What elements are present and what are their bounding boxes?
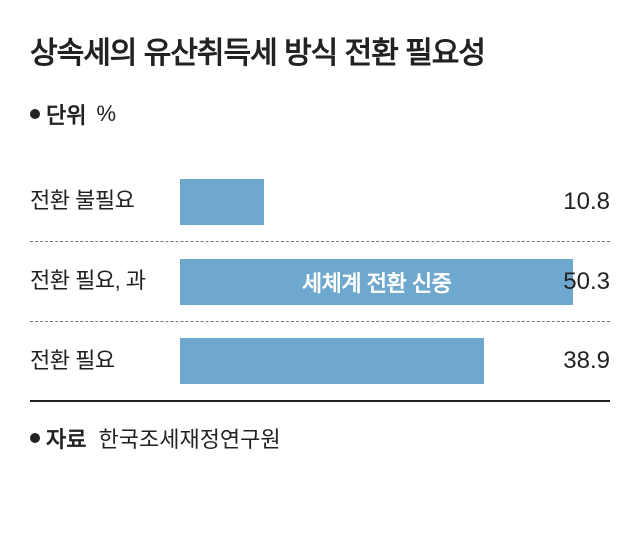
bar: 세체계 전환 신중	[180, 259, 573, 305]
row-value: 50.3	[563, 268, 610, 296]
chart-row: 전환 필요, 과 세체계 전환 신중 50.3	[30, 242, 610, 322]
unit-symbol: %	[96, 101, 116, 127]
row-value: 38.9	[563, 347, 610, 375]
unit-label: 단위	[46, 98, 86, 130]
bar-overlay-text: 세체계 전환 신중	[302, 266, 451, 298]
row-label: 전환 필요, 과	[30, 267, 180, 296]
bullet-icon	[30, 433, 40, 443]
source-text: 한국조세재정연구원	[98, 422, 280, 454]
source-label: 자료	[46, 422, 86, 454]
chart-row: 전환 필요 38.9	[30, 322, 610, 402]
chart-row: 전환 불필요 10.8	[30, 162, 610, 242]
bar	[180, 338, 484, 384]
chart-title: 상속세의 유산취득세 방식 전환 필요성	[30, 28, 610, 72]
bullet-icon	[30, 109, 40, 119]
source-row: 자료 한국조세재정연구원	[30, 422, 610, 454]
row-label: 전환 불필요	[30, 187, 180, 216]
bar	[180, 179, 264, 225]
row-value: 10.8	[563, 188, 610, 216]
bar-area: 10.8	[180, 162, 610, 241]
bar-area: 38.9	[180, 322, 610, 400]
chart-rows: 전환 불필요 10.8 전환 필요, 과 세체계 전환 신중 50.3 전환 필…	[30, 162, 610, 402]
row-label: 전환 필요	[30, 347, 180, 376]
bar-area: 세체계 전환 신중 50.3	[180, 242, 610, 321]
unit-row: 단위 %	[30, 98, 610, 130]
